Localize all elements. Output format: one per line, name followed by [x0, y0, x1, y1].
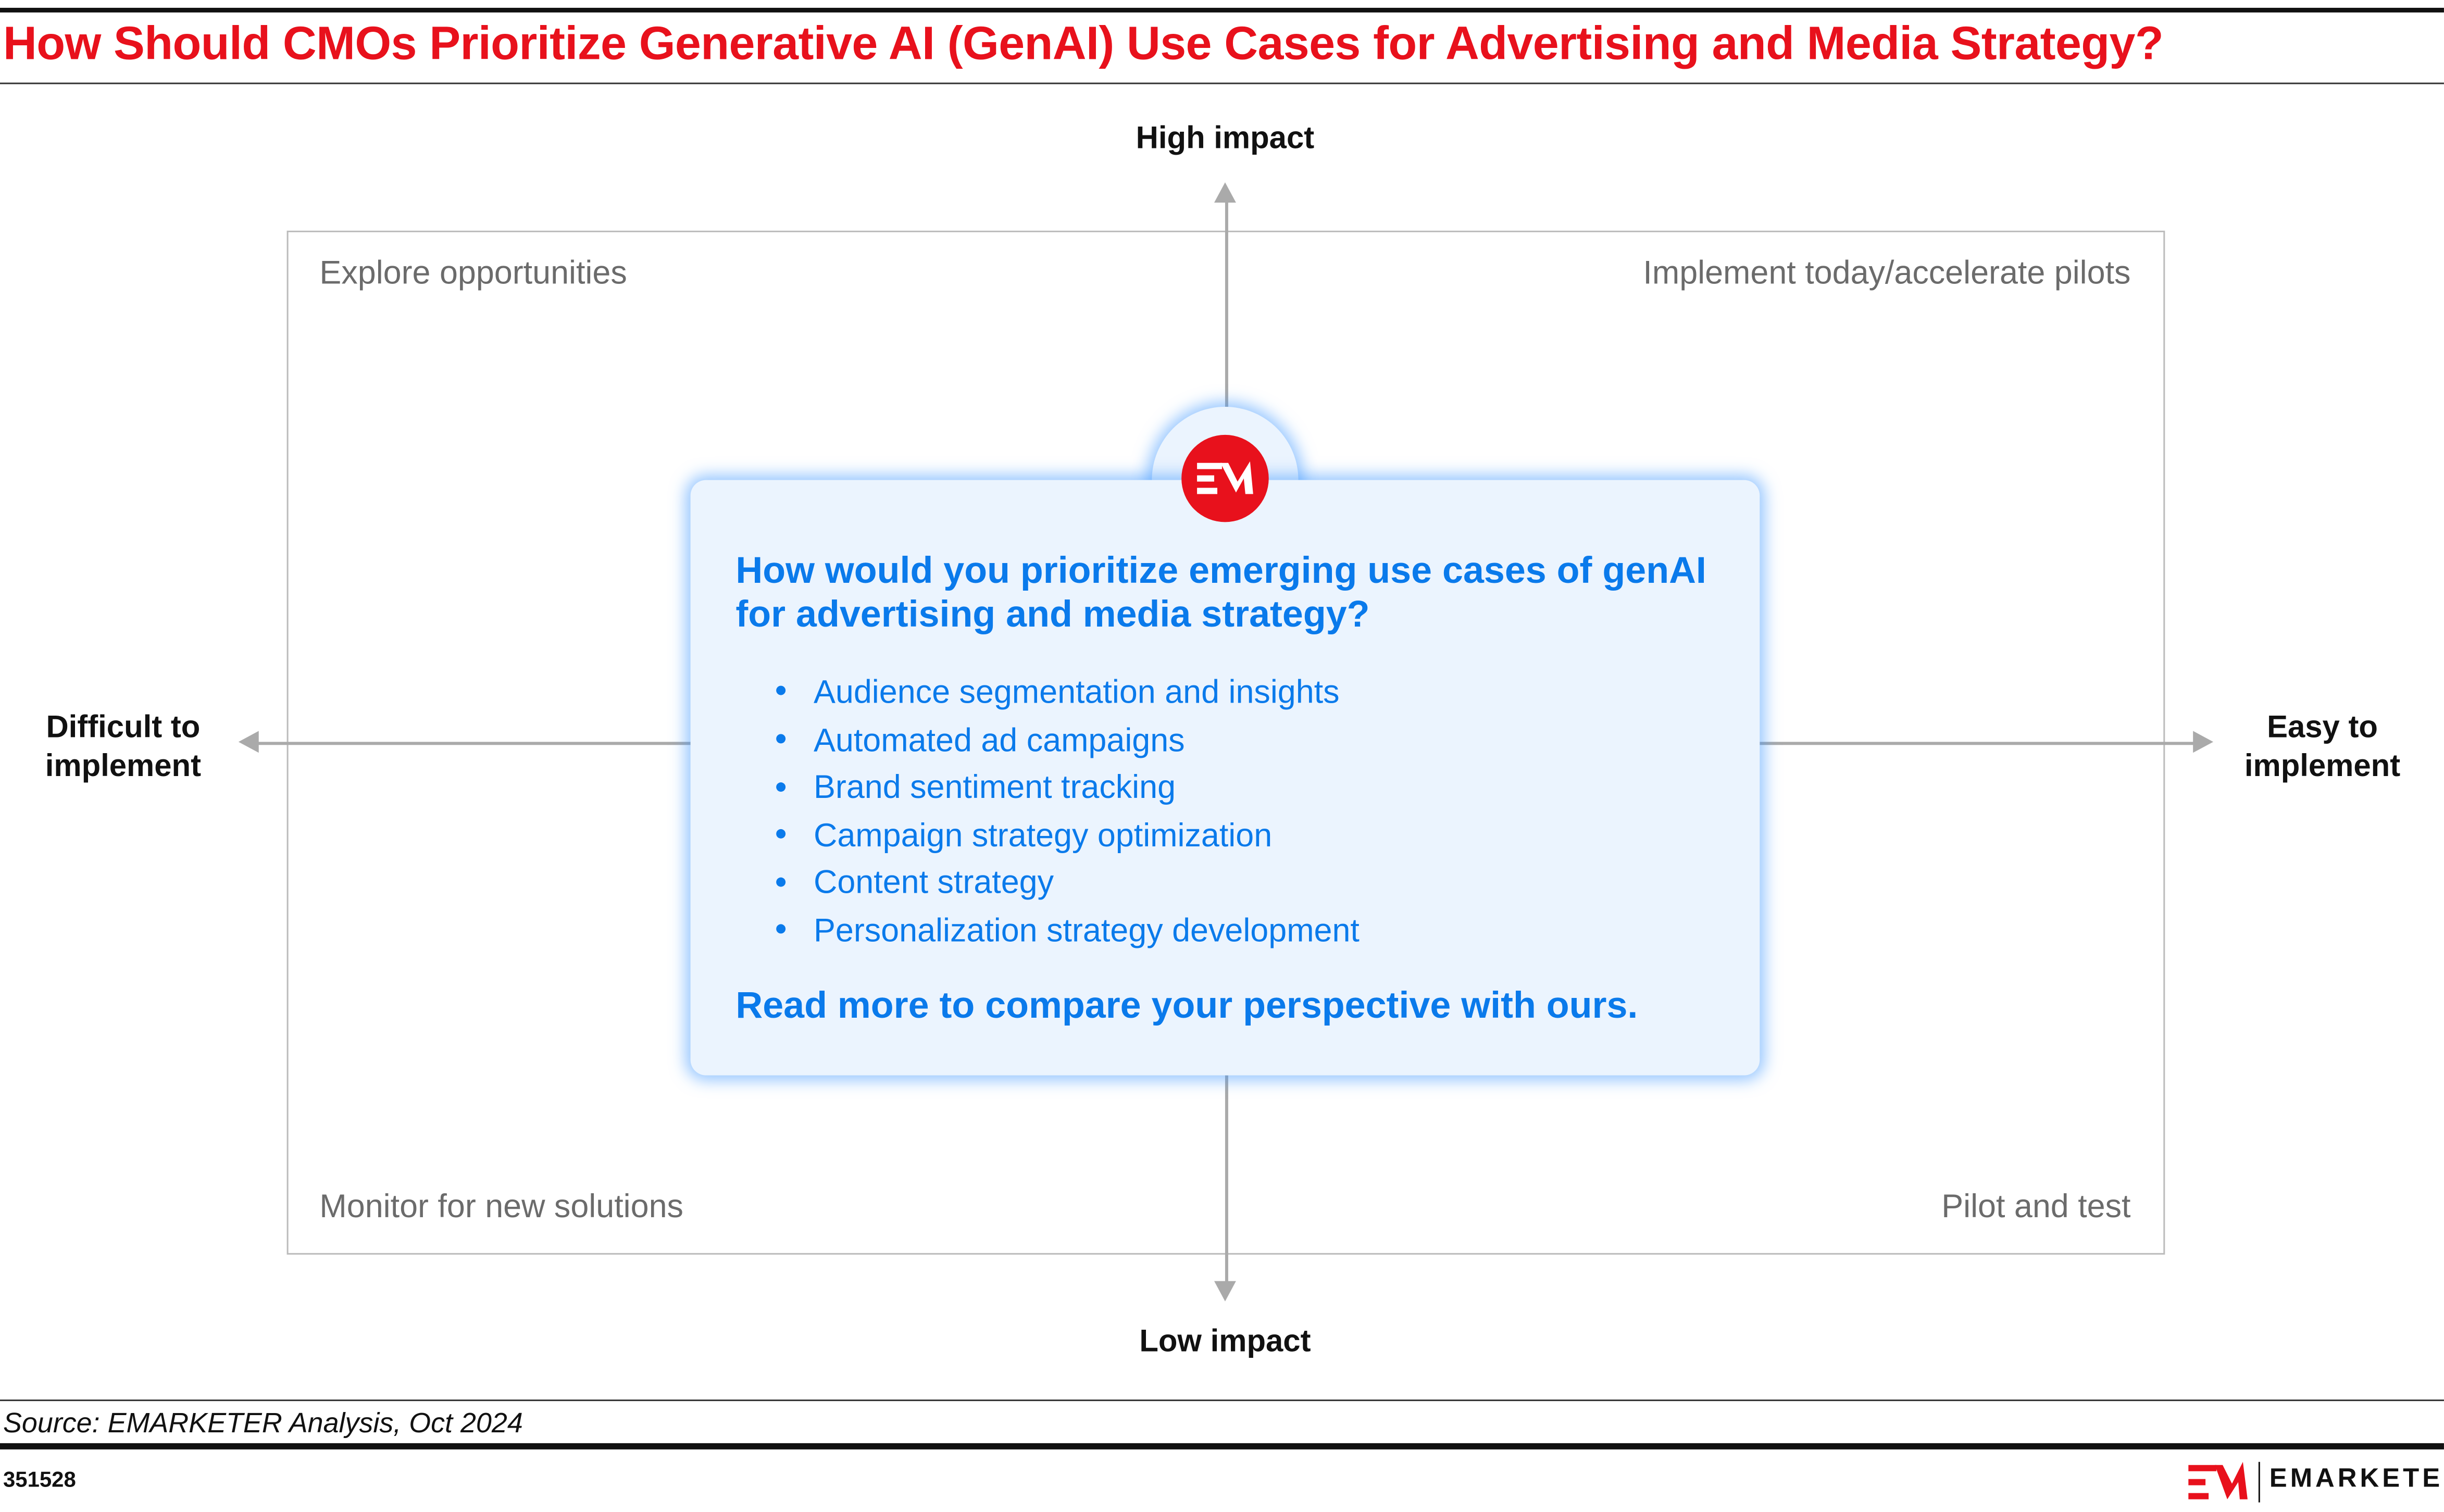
- card-question: How would you prioritize emerging use ca…: [735, 550, 1706, 636]
- list-item: Personalization strategy development: [776, 908, 1360, 956]
- list-item-text: Content strategy: [813, 865, 1054, 902]
- horizontal-axis-right: [1760, 742, 2200, 744]
- quadrant-label-pilot: Pilot and test: [1941, 1189, 2131, 1225]
- list-item-text: Automated ad campaigns: [813, 722, 1185, 759]
- arrow-down-icon: [1214, 1281, 1236, 1302]
- brand-wordmark: EMARKETER: [2269, 1463, 2444, 1493]
- list-item-text: Audience segmentation and insights: [813, 674, 1340, 711]
- use-case-list: Audience segmentation and insights Autom…: [776, 670, 1360, 956]
- arrow-right-icon: [2193, 731, 2214, 753]
- horizontal-axis-left: [255, 742, 692, 744]
- axis-label-high-impact: High impact: [1136, 121, 1315, 156]
- bullet-icon: [776, 782, 786, 792]
- arrow-up-icon: [1214, 182, 1236, 203]
- footer-divider: [0, 1399, 2444, 1402]
- chart-id: 351528: [3, 1466, 76, 1492]
- source-note: Source: EMARKETER Analysis, Oct 2024: [3, 1407, 523, 1439]
- list-item: Automated ad campaigns: [776, 718, 1360, 766]
- title-divider: [0, 82, 2444, 84]
- emarketer-brand-icon: [2188, 1461, 2260, 1503]
- top-rule: [0, 7, 2444, 13]
- vertical-axis-lower: [1225, 1075, 1228, 1288]
- axis-label-low-impact: Low impact: [1139, 1324, 1311, 1359]
- list-item-text: Personalization strategy development: [813, 913, 1360, 949]
- arrow-left-icon: [238, 731, 259, 753]
- quadrant-label-implement: Implement today/accelerate pilots: [1643, 255, 2131, 292]
- axis-label-easy: Easy to implement: [2244, 710, 2401, 784]
- read-more-link[interactable]: Read more to compare your perspective wi…: [735, 985, 1638, 1027]
- bullet-icon: [776, 734, 786, 744]
- question-card[interactable]: [690, 480, 1760, 1076]
- quadrant-label-monitor: Monitor for new solutions: [319, 1189, 683, 1225]
- bullet-icon: [776, 829, 786, 839]
- list-item: Audience segmentation and insights: [776, 670, 1360, 718]
- list-item-text: Campaign strategy optimization: [813, 818, 1273, 854]
- list-item: Content strategy: [776, 861, 1360, 909]
- list-item: Brand sentiment tracking: [776, 766, 1360, 814]
- axis-label-difficult: Difficult to implement: [45, 710, 202, 784]
- footer-rule: [0, 1443, 2444, 1449]
- quadrant-label-explore: Explore opportunities: [319, 255, 627, 292]
- vertical-axis-upper: [1225, 199, 1228, 408]
- bullet-icon: [776, 877, 786, 887]
- emarketer-logo-icon: [1181, 434, 1269, 522]
- list-item: Campaign strategy optimization: [776, 813, 1360, 861]
- list-item-text: Brand sentiment tracking: [813, 770, 1176, 806]
- page-title: How Should CMOs Prioritize Generative AI…: [3, 18, 2164, 70]
- bullet-icon: [776, 686, 786, 696]
- bullet-icon: [776, 924, 786, 934]
